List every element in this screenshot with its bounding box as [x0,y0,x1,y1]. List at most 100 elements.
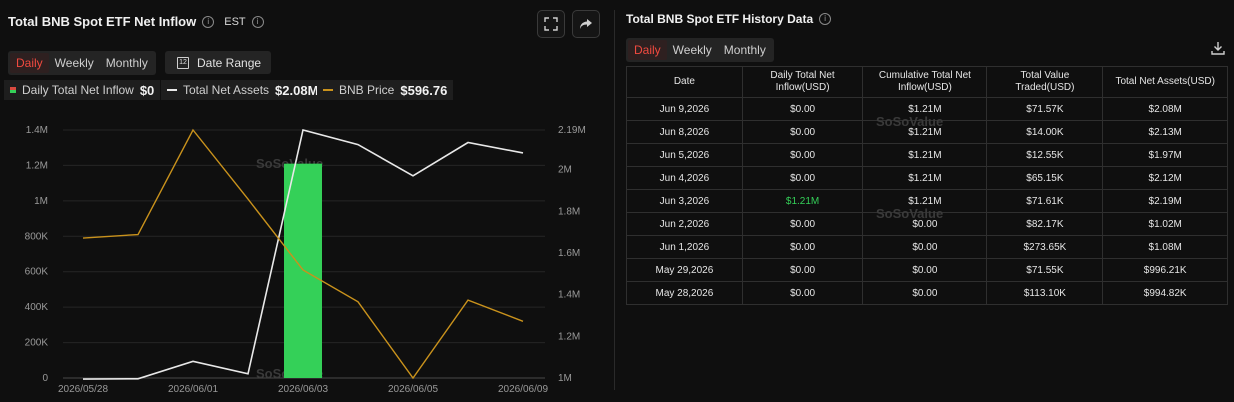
timezone-info-icon[interactable]: i [251,15,264,28]
chart-title: Total BNB Spot ETF Net Inflow [8,14,197,29]
table-cell: $0.00 [862,258,988,282]
table-row: Jun 1,2026 $0.00 $0.00 $273.65K $1.08M [626,235,1228,259]
info-icon[interactable]: i [202,15,215,28]
date-range-label: Date Range [197,55,262,70]
history-table: Date Daily Total Net Inflow(USD) Cumulat… [626,66,1228,305]
history-period-tabs: Daily Weekly Monthly [626,38,774,62]
table-cell: $0.00 [862,212,988,236]
history-title: Total BNB Spot ETF History Data [626,12,814,26]
table-cell: $0.00 [862,235,988,259]
table-row: Jun 3,2026 $1.21M $1.21M $71.61K $2.19M [626,189,1228,213]
legend-label: Daily Total Net Inflow [22,83,134,97]
table-cell: Jun 4,2026 [626,166,743,190]
table-cell: Jun 2,2026 [626,212,743,236]
table-cell: $0.00 [741,166,864,190]
y-right-tick-label: 1.4M [558,290,580,301]
legend-daily-inflow[interactable]: Daily Total Net Inflow $0 [4,80,161,100]
table-cell: $1.21M [862,189,988,213]
fullscreen-icon [544,17,558,31]
timezone-label: EST [224,15,246,28]
info-icon[interactable]: i [819,13,832,25]
table-row: May 29,2026 $0.00 $0.00 $71.55K $996.21K [626,258,1228,282]
table-row: May 28,2026 $0.00 $0.00 $113.10K $994.82K [626,281,1228,305]
x-tick-label: 2026/05/28 [58,384,108,395]
fullscreen-button[interactable] [537,10,565,38]
legend-bnb-price[interactable]: BNB Price $596.76 [317,80,454,100]
inflow-chart[interactable]: SoSoValue SoSoValue 0200K400K600K800K1M1… [0,110,614,402]
tab-weekly[interactable]: Weekly [672,43,712,57]
table-cell: $994.82K [1102,281,1228,305]
table-cell: $2.08M [1102,97,1228,121]
share-icon [580,19,592,29]
y-left-tick-label: 600K [25,267,49,278]
y-left-tick-label: 1.4M [26,125,48,136]
y-left-tick-label: 1M [34,196,48,207]
history-title-row: Total BNB Spot ETF History Data i [626,12,832,26]
net-assets-line[interactable] [82,129,524,380]
y-right-tick-label: 1.8M [558,206,580,217]
download-icon[interactable] [1210,40,1226,56]
table-cell: May 28,2026 [626,281,743,305]
table-cell: $2.12M [1102,166,1228,190]
table-row: Jun 2,2026 $0.00 $0.00 $82.17K $1.02M [626,212,1228,236]
column-header[interactable]: Total Net Assets(USD) [1102,66,1228,98]
chart-title-row: Total BNB Spot ETF Net Inflow i EST i [8,14,264,29]
share-button[interactable] [572,10,600,38]
inflow-bar[interactable] [284,163,322,378]
x-tick-label: 2026/06/09 [498,384,548,395]
table-cell: $1.21M [862,120,988,144]
tab-monthly[interactable]: Monthly [105,56,148,70]
legend-label: Total Net Assets [183,83,270,97]
y-right-tick-label: 1.6M [558,248,580,259]
table-cell: $0.00 [741,143,864,167]
y-right-tick-label: 2.19M [558,125,586,136]
y-left-tick-label: 800K [25,231,49,242]
column-header[interactable]: Total Value Traded(USD) [986,66,1104,98]
table-cell: $0.00 [862,281,988,305]
x-tick-label: 2026/06/01 [168,384,218,395]
table-cell: $1.97M [1102,143,1228,167]
table-cell: $1.21M [862,143,988,167]
table-cell: $82.17K [986,212,1104,236]
table-cell: $113.10K [986,281,1104,305]
table-cell: $0.00 [741,235,864,259]
y-right-tick-label: 1.2M [558,331,580,342]
calendar-icon: 12 [177,56,189,69]
table-cell: $1.08M [1102,235,1228,259]
table-cell: $1.21M [741,189,864,213]
chart-period-tabs: Daily Weekly Monthly [8,51,156,75]
y-right-tick-label: 2M [558,165,572,176]
history-data-panel: Total BNB Spot ETF History Data i Daily … [626,0,1230,402]
legend-net-assets[interactable]: Total Net Assets $2.08M [161,80,325,100]
table-cell: May 29,2026 [626,258,743,282]
line-swatch-icon [167,89,177,91]
table-cell: $0.00 [741,120,864,144]
column-header[interactable]: Cumulative Total Net Inflow(USD) [862,66,988,98]
table-cell: $0.00 [741,281,864,305]
table-cell: $996.21K [1102,258,1228,282]
tab-monthly[interactable]: Monthly [723,43,766,57]
tab-weekly[interactable]: Weekly [54,56,94,70]
column-header[interactable]: Date [626,66,743,98]
x-tick-label: 2026/06/05 [388,384,438,395]
bar-swatch-icon [10,87,16,93]
table-cell: Jun 9,2026 [626,97,743,121]
y-left-tick-label: 0 [42,373,48,384]
bnb-price-line[interactable] [82,128,524,380]
date-range-button[interactable]: 12 Date Range [165,51,271,74]
column-header[interactable]: Daily Total Net Inflow(USD) [741,66,864,98]
table-cell: $71.57K [986,97,1104,121]
table-row: Jun 4,2026 $0.00 $1.21M $65.15K $2.12M [626,166,1228,190]
y-left-tick-label: 1.2M [26,160,48,171]
table-cell: $0.00 [741,258,864,282]
tab-daily[interactable]: Daily [10,53,49,73]
legend-value: $2.08M [275,82,319,98]
panel-divider [614,10,615,390]
tab-daily[interactable]: Daily [628,40,667,60]
table-cell: $273.65K [986,235,1104,259]
line-swatch-icon [323,89,333,91]
table-cell: Jun 3,2026 [626,189,743,213]
table-row: Jun 9,2026 $0.00 $1.21M $71.57K $2.08M [626,97,1228,121]
legend-value: $0 [139,82,155,98]
table-cell: $12.55K [986,143,1104,167]
